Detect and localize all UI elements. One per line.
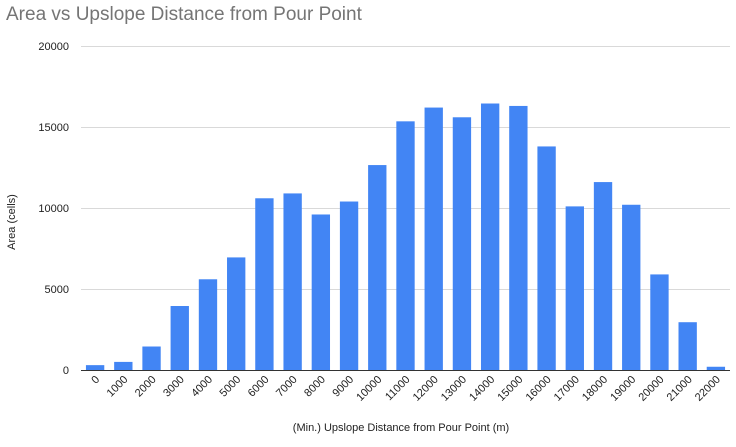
bar-10000 <box>368 165 387 370</box>
x-tick-label: 16000 <box>524 374 554 404</box>
y-tick-label: 15000 <box>38 122 69 134</box>
x-tick-label: 19000 <box>608 374 638 404</box>
bar-22000 <box>706 366 726 370</box>
bar-12000 <box>424 107 443 370</box>
bar-1000 <box>114 361 133 370</box>
y-tick-label: 0 <box>63 365 69 377</box>
bar-18000 <box>593 182 613 370</box>
y-tick-label: 5000 <box>45 284 69 296</box>
x-tick-label: 10000 <box>354 374 384 404</box>
bar-layer <box>85 103 726 370</box>
x-tick-label: 11000 <box>383 374 413 404</box>
x-tick-label: 21000 <box>665 374 695 404</box>
bar-15000 <box>509 105 528 370</box>
x-tick-label: 8000 <box>302 374 328 400</box>
x-tick-label: 22000 <box>693 374 723 404</box>
x-axis-label: (Min.) Upslope Distance from Pour Point … <box>293 422 509 434</box>
x-tick-label: 2000 <box>133 374 159 400</box>
bar-0 <box>85 365 105 370</box>
bar-20000 <box>650 274 669 370</box>
x-tick-label: 18000 <box>580 374 610 404</box>
chart-title: Area vs Upslope Distance from Pour Point <box>6 4 362 25</box>
x-tick-label: 13000 <box>439 374 469 404</box>
y-tick-label: 10000 <box>38 203 69 215</box>
bar-3000 <box>170 306 189 370</box>
x-tick-label: 4000 <box>189 374 215 400</box>
x-tick-label: 14000 <box>467 374 497 404</box>
x-tick-label: 7000 <box>274 374 300 400</box>
bar-5000 <box>227 257 246 370</box>
x-tick-label: 9000 <box>330 374 356 400</box>
bar-2000 <box>142 346 161 370</box>
x-tick-label: 5000 <box>218 374 244 400</box>
bar-6000 <box>255 198 274 370</box>
x-tick-label: 3000 <box>161 374 187 400</box>
x-tick-label: 20000 <box>636 374 666 404</box>
bar-4000 <box>198 279 218 370</box>
bar-19000 <box>622 204 641 370</box>
x-tick-label: 17000 <box>552 374 582 404</box>
bar-9000 <box>339 201 359 370</box>
x-tick-label: 0 <box>89 374 102 387</box>
bar-17000 <box>565 206 584 370</box>
bar-7000 <box>283 193 302 370</box>
bar-16000 <box>537 146 556 370</box>
y-axis-label: Area (cells) <box>6 194 18 250</box>
x-tick-label: 1000 <box>105 374 131 400</box>
x-tick-label: 12000 <box>411 374 441 404</box>
bar-11000 <box>396 121 415 370</box>
bar-21000 <box>678 322 697 370</box>
bar-13000 <box>452 117 472 370</box>
x-tick-label: 15000 <box>495 374 525 404</box>
y-tick-label: 20000 <box>38 41 69 53</box>
bar-14000 <box>480 103 500 370</box>
bar-8000 <box>311 214 331 370</box>
x-tick-label: 6000 <box>246 374 272 400</box>
